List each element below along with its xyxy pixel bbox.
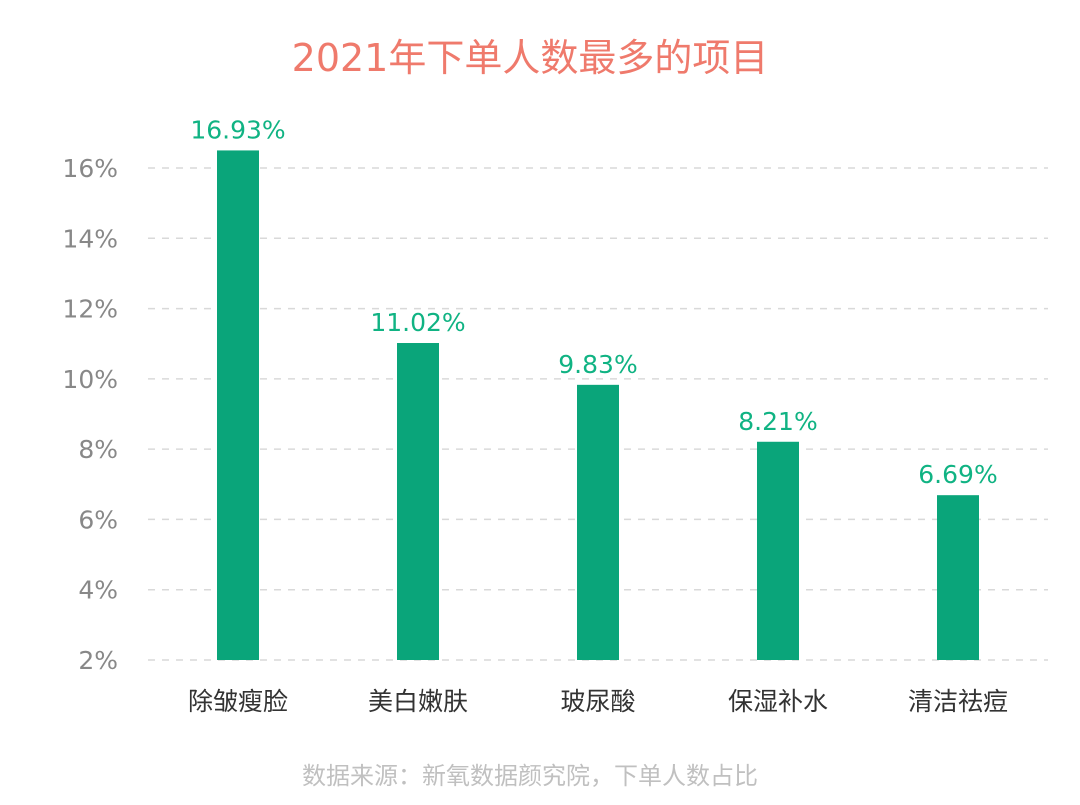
- value-label: 6.69%: [918, 460, 997, 489]
- y-tick-label: 6%: [78, 505, 118, 534]
- y-tick-label: 12%: [62, 295, 118, 324]
- category-label: 清洁祛痘: [908, 687, 1008, 716]
- y-tick-label: 2%: [78, 646, 118, 675]
- y-tick-label: 16%: [62, 154, 118, 183]
- category-label: 美白嫩肤: [368, 687, 468, 716]
- bar: [397, 343, 439, 660]
- category-label: 保湿补水: [728, 687, 828, 716]
- y-tick-label: 14%: [62, 224, 118, 253]
- bars: [217, 150, 979, 660]
- y-axis-ticks: 2% 4% 6% 8% 10% 12% 14% 16%: [62, 154, 118, 675]
- x-axis-categories: 除皱瘦脸 美白嫩肤 玻尿酸 保湿补水 清洁祛痘: [188, 687, 1008, 716]
- bar: [577, 384, 619, 660]
- bar: [217, 150, 259, 660]
- value-labels: 16.93% 11.02% 9.83% 8.21% 6.69%: [190, 115, 997, 489]
- category-label: 玻尿酸: [560, 687, 635, 716]
- y-tick-label: 10%: [62, 365, 118, 394]
- y-tick-label: 4%: [78, 576, 118, 605]
- bar: [757, 441, 799, 660]
- bar: [937, 495, 979, 660]
- value-label: 16.93%: [190, 115, 285, 144]
- value-label: 11.02%: [370, 308, 465, 337]
- source-note: 数据来源：新氧数据颜究院，下单人数占比: [302, 762, 758, 790]
- category-label: 除皱瘦脸: [188, 687, 288, 716]
- y-tick-label: 8%: [78, 435, 118, 464]
- value-label: 8.21%: [738, 407, 817, 436]
- chart-title: 2021年下单人数最多的项目: [292, 36, 769, 80]
- value-label: 9.83%: [558, 350, 637, 379]
